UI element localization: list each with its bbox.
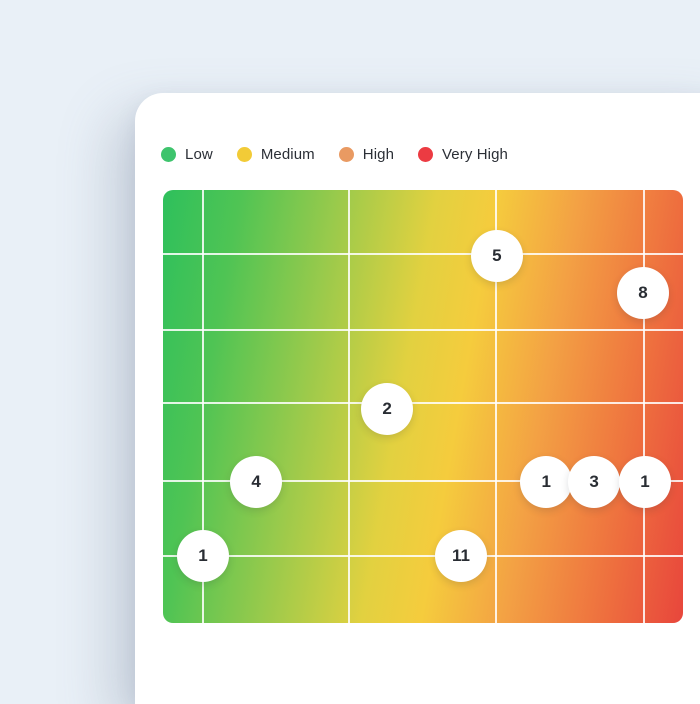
grid-line-vertical bbox=[494, 190, 497, 623]
grid-line-vertical bbox=[643, 190, 645, 623]
bubble-point[interactable]: 1 bbox=[177, 529, 230, 582]
bubble-point[interactable]: 8 bbox=[616, 267, 669, 320]
medium-legend-marker-icon bbox=[236, 146, 252, 162]
low-legend-marker-icon bbox=[161, 146, 176, 162]
bubble-point[interactable]: 4 bbox=[230, 455, 283, 508]
legend-item-high[interactable]: High bbox=[338, 145, 395, 163]
bubble-point[interactable]: 2 bbox=[361, 382, 414, 435]
legend-item-very-high[interactable]: Very High bbox=[418, 146, 508, 163]
grid-line-horizontal bbox=[163, 479, 683, 482]
legend-label: Medium bbox=[260, 145, 315, 163]
bubble-point[interactable]: 5 bbox=[470, 230, 523, 283]
bubble-point[interactable]: 11 bbox=[434, 529, 487, 582]
very-high-legend-marker-icon bbox=[418, 146, 434, 162]
legend-label: Very High bbox=[442, 145, 508, 163]
bubble-point[interactable]: 1 bbox=[520, 455, 573, 508]
grid-line-vertical bbox=[348, 190, 351, 623]
chart-card: Low Medium High Very High 5 8 2 4 1 1 3 1 11 bbox=[135, 93, 700, 704]
legend-label: High bbox=[362, 145, 395, 163]
grid-line-vertical bbox=[202, 190, 205, 623]
high-legend-marker-icon bbox=[338, 146, 354, 162]
grid-line-horizontal bbox=[163, 554, 683, 557]
chart-legend: Low Medium High Very High bbox=[161, 143, 508, 165]
legend-label: Low bbox=[185, 145, 213, 163]
grid-line-horizontal bbox=[163, 329, 683, 332]
legend-item-low[interactable]: Low bbox=[161, 146, 213, 163]
risk-heatmap-chart: 5 8 2 4 1 1 3 1 11 bbox=[163, 190, 683, 623]
legend-item-medium[interactable]: Medium bbox=[236, 145, 315, 163]
page-background: { "page": { "background": "#E9F0F7", "ca… bbox=[135, 93, 700, 704]
bubble-point[interactable]: 3 bbox=[568, 455, 621, 508]
grid-line-horizontal bbox=[163, 253, 683, 256]
grid-line-horizontal bbox=[163, 402, 683, 405]
bubble-point[interactable]: 1 bbox=[619, 455, 672, 508]
